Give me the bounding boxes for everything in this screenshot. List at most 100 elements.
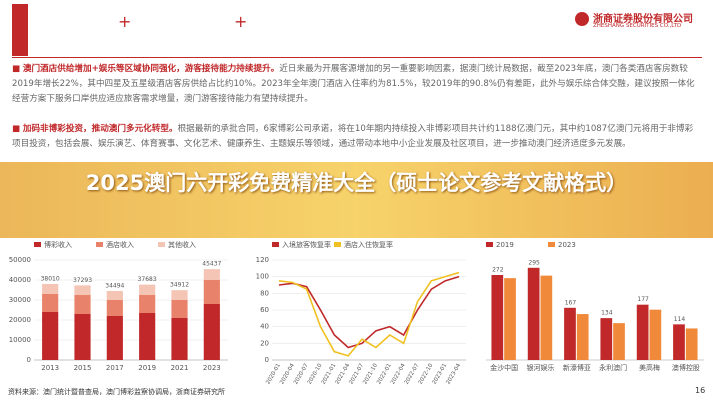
y-tick-label: 0 — [27, 356, 31, 364]
value-label: 177 — [637, 296, 649, 303]
legend-swatch — [34, 242, 41, 247]
plus-icon: + — [118, 12, 132, 31]
line — [278, 275, 460, 349]
header-rule — [12, 57, 702, 58]
value-label: 295 — [528, 259, 540, 266]
bar-segment — [74, 285, 91, 295]
bar — [636, 304, 649, 360]
legend-label: 酒店收入 — [106, 240, 134, 249]
bar — [649, 309, 662, 360]
bar-segment — [139, 313, 156, 360]
header-block — [12, 4, 28, 56]
chart: 博彩收入 酒店收入 其他收入 0 10000 20000 30000 40000 50000 20… — [9, 240, 228, 372]
chart: 2019 2023 金沙中国 银河娱乐 新濠博亚 永利澳门 美高梅 澳博控股 272 295 167… — [486, 241, 704, 372]
bar-segment — [42, 283, 59, 294]
y-tick-label: 30000 — [9, 296, 31, 304]
value-label: 134 — [601, 310, 613, 317]
total-label: 37293 — [73, 277, 92, 284]
x-tick-label: 2019 — [138, 364, 156, 372]
total-label: 34912 — [170, 282, 189, 289]
x-tick-label: 2017 — [106, 364, 124, 372]
bar — [576, 314, 589, 360]
bullet-lead: 加码非博彩投资，推动澳门多元化转型。 — [22, 124, 178, 134]
page-number: 16 — [695, 386, 706, 395]
legend-swatch — [272, 242, 279, 247]
bar — [673, 324, 685, 360]
bar — [540, 275, 553, 360]
y-tick-label: 60 — [260, 306, 269, 314]
y-tick-label: 20000 — [9, 316, 31, 324]
legend-label: 其他收入 — [168, 240, 196, 249]
plus-icon: + — [234, 12, 248, 31]
x-tick-label: 美高梅 — [639, 363, 660, 372]
legend-label: 2019 — [496, 241, 514, 249]
chart: 入境旅客恢复率 酒店入住恢复率0204060801001202020-012020… — [256, 240, 466, 386]
bullet: ■ 澳门酒店供给增加+娱乐等区域协同强化，游客接待能力持续提升。近日来最为开展客… — [12, 64, 695, 104]
legend-swatch — [548, 242, 555, 247]
x-tick-label: 2021 — [171, 364, 189, 372]
y-tick-label: 50000 — [9, 256, 31, 264]
y-tick-label: 80 — [260, 289, 269, 297]
y-tick-label: 0 — [265, 356, 269, 364]
bar-segment — [74, 314, 91, 360]
value-label: 167 — [565, 299, 577, 306]
bar-segment — [203, 280, 220, 304]
x-tick-label: 2015 — [74, 364, 92, 372]
bullet-body: 近日来最为开展客源增加的另一重要影响因素，据澳门统计局数据，截至2023年底，澳… — [12, 64, 695, 104]
banner-title: 2025澳门六开彩免费精准大全（硕士论文参考文献格式） — [85, 171, 628, 195]
y-tick-label: 120 — [256, 256, 269, 264]
bar — [527, 267, 540, 360]
bar-segment — [171, 290, 188, 300]
total-label: 34494 — [105, 283, 124, 290]
x-tick-label: 2013 — [41, 364, 59, 372]
bar — [613, 323, 625, 360]
bar-segment — [42, 312, 59, 360]
y-tick-label: 100 — [256, 273, 269, 281]
line — [278, 271, 460, 357]
bar-segment — [139, 295, 156, 313]
legend-label: 酒店入住恢复率 — [344, 240, 393, 249]
banner — [0, 162, 713, 238]
legend-label: 入境旅客恢复率 — [282, 240, 331, 249]
bar-segment — [203, 269, 220, 280]
bullet-lead: 澳门酒店供给增加+娱乐等区域协同强化，游客接待能力持续提升。 — [22, 64, 280, 74]
legend-swatch — [486, 242, 493, 247]
total-label: 45437 — [202, 261, 221, 268]
x-tick-label: 澳博控股 — [672, 363, 700, 372]
bar — [685, 328, 698, 360]
bar — [600, 318, 613, 360]
bar — [504, 278, 516, 360]
logo-icon — [575, 12, 589, 26]
bar-segment — [74, 295, 91, 314]
bar-segment — [106, 316, 123, 360]
total-label: 37683 — [138, 276, 157, 283]
bar-segment — [139, 284, 156, 295]
company-name: 浙商证券股份有限公司 — [593, 14, 693, 25]
x-tick-label: 2023 — [203, 364, 221, 372]
legend-swatch — [96, 242, 103, 247]
bar — [491, 275, 504, 360]
bar-segment — [203, 304, 220, 360]
x-tick-label: 新濠博亚 — [563, 363, 591, 372]
bar-segment — [106, 300, 123, 316]
x-tick-label: 金沙中国 — [490, 363, 518, 372]
x-tick-label: 永利澳门 — [599, 363, 627, 372]
y-tick-label: 40 — [260, 323, 269, 331]
bar-segment — [171, 318, 188, 360]
legend-swatch — [334, 242, 341, 247]
value-label: 114 — [674, 316, 686, 323]
legend-label: 2023 — [558, 241, 576, 249]
y-tick-label: 40000 — [9, 276, 31, 284]
value-label: 272 — [492, 267, 504, 274]
bar-segment — [42, 294, 59, 312]
legend-swatch — [158, 242, 165, 247]
y-tick-label: 20 — [260, 339, 269, 347]
source-note: 资料来源：澳门统计暨普查局，澳门博彩监察协调局，浙商证券研究所 — [8, 388, 225, 396]
company-en: ZHESHANG SECURITIES CO.,LTD — [593, 23, 682, 29]
bullet-body: 根据最新的承批合同，6家博彩公司承诺，将在10年期内持续投入非博彩项目共计约11… — [12, 124, 694, 149]
bar — [564, 307, 576, 360]
legend-label: 博彩收入 — [44, 240, 72, 249]
bar-segment — [106, 291, 123, 300]
bullet: ■ 加码非博彩投资，推动澳门多元化转型。根据最新的承批合同，6家博彩公司承诺，将… — [12, 124, 694, 149]
